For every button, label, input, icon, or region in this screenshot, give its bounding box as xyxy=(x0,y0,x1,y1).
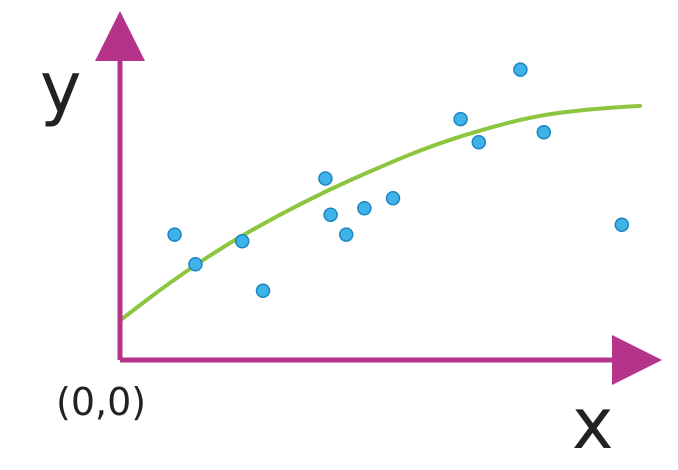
data-point-2 xyxy=(188,257,203,272)
data-point-3 xyxy=(234,233,250,249)
data-point-12 xyxy=(513,62,528,77)
x-axis-label: x xyxy=(572,383,613,465)
data-point-1 xyxy=(167,227,182,242)
data-point-10 xyxy=(453,111,468,127)
data-point-14 xyxy=(614,217,630,232)
y-axis-label: y xyxy=(40,47,81,129)
fit-line-layer xyxy=(118,103,642,323)
data-point-5 xyxy=(318,171,333,186)
data-point-13 xyxy=(536,125,552,140)
data-point-9 xyxy=(385,191,401,206)
data-point-8 xyxy=(357,200,372,216)
data-points-layer xyxy=(167,62,630,298)
data-point-4 xyxy=(255,283,271,298)
origin-label: (0,0) xyxy=(56,380,146,424)
data-point-7 xyxy=(338,227,354,242)
fit-curve xyxy=(118,103,642,323)
data-point-6 xyxy=(323,207,338,223)
data-point-11 xyxy=(471,134,487,150)
